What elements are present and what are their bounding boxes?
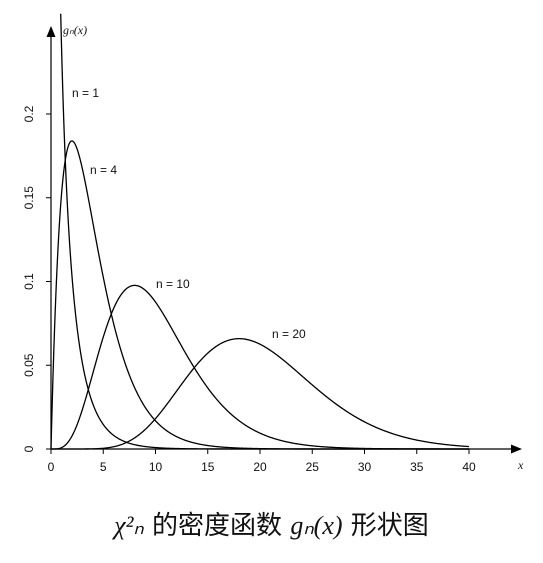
x-tick-label: 25 [306,460,320,474]
y-tick-label: 0.2 [22,105,36,122]
y-axis-label: gₙ(x) [63,23,87,37]
curve-label-n-10: n = 10 [156,277,190,291]
x-axis-label: x [517,458,524,472]
figure-caption: χ²ₙ 的密度函数 gₙ(x) 形状图 [0,505,543,542]
curve-label-n-20: n = 20 [272,327,306,341]
x-tick-label: 10 [149,460,163,474]
x-tick-label: 35 [410,460,424,474]
y-axis-arrowhead [46,26,56,37]
x-axis-arrowhead [511,444,522,454]
y-tick-label: 0.1 [22,273,36,290]
caption-formula: gₙ(x) [290,511,343,540]
curve-n-20 [51,337,470,450]
y-tick-group: 0 0.05 0.1 0.15 0.2 [22,105,51,452]
caption-text: 的密度函数 [152,511,283,541]
y-axis: 0 0.05 0.1 0.15 0.2 gₙ(x) [22,23,87,452]
x-tick-label: 40 [462,460,476,474]
curve-n-4 [50,140,469,450]
y-tick-label: 0.05 [22,353,36,377]
x-tick-label: 30 [358,460,372,474]
curve-label-n-4: n = 4 [90,163,117,177]
x-tick-label: 0 [48,460,55,474]
y-tick-label: 0 [22,445,36,452]
curve-label-n-1: n = 1 [72,86,99,100]
x-tick-label: 15 [201,460,215,474]
x-tick-label: 20 [253,460,267,474]
caption-suffix: 形状图 [350,511,429,541]
y-tick-label: 0.15 [22,186,36,210]
curve-group [50,13,470,450]
x-tick-group: 0 5 10 15 20 25 30 35 40 [48,449,476,474]
curve-label-group: n = 1 n = 4 n = 10 n = 20 [72,86,306,341]
curve-n-10 [51,284,469,450]
curve-n-1 [60,13,469,450]
caption-chi-square: χ²ₙ [114,511,144,540]
chart: 0 5 10 15 20 25 30 35 40 x 0 0.05 0.1 0.15 0.2 gₙ(x)… [22,13,524,474]
x-tick-label: 5 [100,460,107,474]
